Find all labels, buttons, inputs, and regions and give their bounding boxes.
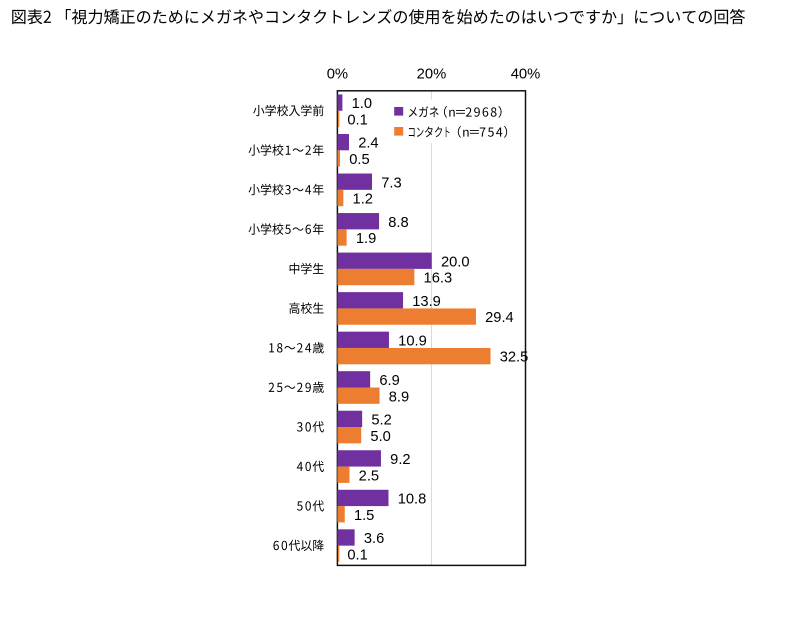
svg-text:1.2: 1.2 (353, 192, 373, 208)
svg-text:0.1: 0.1 (347, 113, 367, 129)
svg-text:40%: 40% (511, 66, 541, 82)
svg-text:9.2: 9.2 (390, 452, 410, 468)
svg-text:8.8: 8.8 (388, 215, 408, 231)
svg-text:10.8: 10.8 (398, 492, 427, 508)
svg-text:1.5: 1.5 (354, 508, 374, 524)
svg-text:32.5: 32.5 (500, 350, 529, 366)
svg-text:0.1: 0.1 (347, 547, 367, 563)
svg-text:5.2: 5.2 (371, 412, 391, 428)
svg-text:1.9: 1.9 (356, 231, 376, 247)
svg-text:3.6: 3.6 (364, 531, 384, 547)
svg-text:2.4: 2.4 (358, 136, 378, 152)
svg-text:0%: 0% (327, 66, 348, 82)
svg-text:16.3: 16.3 (424, 271, 453, 287)
svg-text:0.5: 0.5 (349, 152, 369, 168)
svg-text:7.3: 7.3 (381, 175, 401, 191)
svg-text:2.5: 2.5 (359, 468, 379, 484)
svg-text:6.9: 6.9 (379, 373, 399, 389)
svg-text:10.9: 10.9 (398, 333, 427, 349)
svg-text:20%: 20% (417, 66, 447, 82)
svg-text:1.0: 1.0 (352, 96, 372, 112)
svg-text:13.9: 13.9 (412, 294, 441, 310)
svg-text:5.0: 5.0 (370, 429, 390, 445)
svg-text:29.4: 29.4 (485, 310, 514, 326)
svg-text:8.9: 8.9 (389, 389, 409, 405)
svg-text:20.0: 20.0 (441, 254, 470, 270)
